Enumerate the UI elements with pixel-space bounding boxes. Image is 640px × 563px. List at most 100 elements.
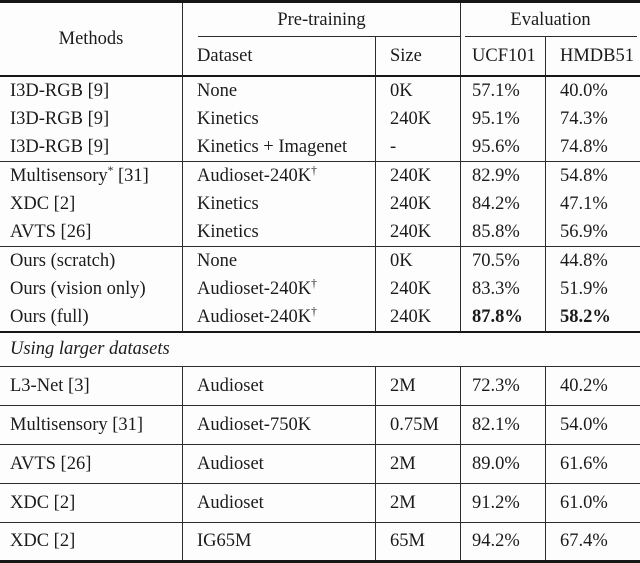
dataset-label: Kinetics + Imagenet	[197, 136, 348, 157]
hmdb51-cell: 47.1%	[545, 190, 640, 218]
size-cell: 240K	[375, 275, 460, 303]
method-cell: XDC [2]	[0, 523, 182, 560]
dataset-superscript: †	[311, 277, 317, 290]
method-label: Ours (scratch)	[10, 250, 116, 271]
size-cell: 240K	[375, 190, 460, 218]
table-row: XDC [2] Audioset 2M 91.2% 61.0%	[0, 484, 640, 523]
hmdb51-cell: 67.4%	[545, 523, 640, 560]
section-header-row: Using larger datasets	[0, 333, 640, 367]
method-ref: [31]	[113, 165, 149, 186]
table-row: AVTS [26] Kinetics 240K 85.8% 56.9%	[0, 218, 640, 247]
ucf101-cell: 95.1%	[460, 105, 545, 133]
method-label: Multisensory [31]	[10, 414, 144, 435]
method-cell: AVTS [26]	[0, 218, 182, 247]
method-label: Ours (full)	[10, 306, 89, 327]
dataset-cell: Kinetics + Imagenet	[182, 133, 375, 162]
method-label: XDC [2]	[10, 492, 76, 513]
size-cell: 240K	[375, 105, 460, 133]
dataset-label: Kinetics	[197, 108, 259, 129]
method-label: XDC [2]	[10, 531, 76, 551]
table-row: I3D-RGB [9] Kinetics 240K 95.1% 74.3%	[0, 105, 640, 133]
method-label: Ours (vision only)	[10, 278, 146, 299]
dataset-label: Kinetics	[197, 193, 259, 214]
hmdb51-cell: 74.3%	[545, 105, 640, 133]
hmdb51-cell: 44.8%	[545, 247, 640, 275]
table-row: L3-Net [3] Audioset 2M 72.3% 40.2%	[0, 367, 640, 406]
method-cell: XDC [2]	[0, 484, 182, 523]
dataset-label: IG65M	[197, 531, 252, 551]
method-cell: AVTS [26]	[0, 445, 182, 484]
group-header-evaluation: Evaluation	[460, 3, 640, 37]
dataset-label: None	[197, 80, 238, 101]
col-header-methods: Methods	[0, 3, 182, 77]
size-cell: 0K	[375, 247, 460, 275]
method-cell: Ours (scratch)	[0, 247, 182, 275]
method-label: L3-Net [3]	[10, 375, 90, 396]
dataset-cell: Kinetics	[182, 190, 375, 218]
hmdb51-cell: 51.9%	[545, 275, 640, 303]
size-cell: 65M	[375, 523, 460, 560]
hmdb51-cell: 54.8%	[545, 162, 640, 190]
table-row: I3D-RGB [9] None 0K 57.1% 40.0%	[0, 77, 640, 105]
dataset-cell: Audioset	[182, 484, 375, 523]
dataset-superscript: †	[311, 305, 317, 318]
table-row: Multisensory [31] Audioset-750K 0.75M 82…	[0, 406, 640, 445]
col-header-ucf101: UCF101	[460, 37, 545, 77]
dataset-cell: Audioset-240K†	[182, 275, 375, 303]
size-cell: 240K	[375, 218, 460, 247]
hmdb51-cell-best: 58.2%	[545, 303, 640, 333]
dataset-superscript: †	[311, 164, 317, 177]
ucf101-cell: 91.2%	[460, 484, 545, 523]
table-row: Ours (vision only) Audioset-240K† 240K 8…	[0, 275, 640, 303]
size-cell: 2M	[375, 445, 460, 484]
method-label: AVTS [26]	[10, 221, 92, 242]
method-label: XDC [2]	[10, 193, 76, 214]
ucf101-cell: 83.3%	[460, 275, 545, 303]
size-cell: 0.75M	[375, 406, 460, 445]
dataset-label: Audioset-240K	[197, 278, 312, 299]
hmdb51-cell: 40.0%	[545, 77, 640, 105]
size-cell: 2M	[375, 367, 460, 406]
ucf101-cell: 84.2%	[460, 190, 545, 218]
hmdb51-cell: 56.9%	[545, 218, 640, 247]
ucf101-cell: 94.2%	[460, 523, 545, 560]
table-row: AVTS [26] Audioset 2M 89.0% 61.6%	[0, 445, 640, 484]
dataset-cell: IG65M	[182, 523, 375, 560]
dataset-cell: Audioset-240K†	[182, 162, 375, 190]
hmdb51-cell: 40.2%	[545, 367, 640, 406]
section-header-label: Using larger datasets	[0, 333, 640, 367]
dataset-label: Audioset	[197, 492, 264, 513]
size-cell: 2M	[375, 484, 460, 523]
dataset-label: Audioset	[197, 453, 264, 474]
table-row: Ours (scratch) None 0K 70.5% 44.8%	[0, 247, 640, 275]
dataset-cell: Audioset-240K†	[182, 303, 375, 333]
ucf101-cell: 82.9%	[460, 162, 545, 190]
table-row: Ours (full) Audioset-240K† 240K 87.8% 58…	[0, 303, 640, 333]
ucf101-cell-best: 87.8%	[460, 303, 545, 333]
hmdb51-cell: 74.8%	[545, 133, 640, 162]
dataset-cell: Audioset	[182, 445, 375, 484]
size-cell: -	[375, 133, 460, 162]
dataset-label: Kinetics	[197, 221, 259, 242]
dataset-cell: None	[182, 247, 375, 275]
table-row: XDC [2] Kinetics 240K 84.2% 47.1%	[0, 190, 640, 218]
ucf101-cell: 95.6%	[460, 133, 545, 162]
dataset-cell: Kinetics	[182, 105, 375, 133]
header-row-columns: Dataset Size UCF101 HMDB51	[0, 37, 640, 77]
ucf101-cell: 89.0%	[460, 445, 545, 484]
ucf101-cell: 70.5%	[460, 247, 545, 275]
method-label: AVTS [26]	[10, 453, 92, 474]
method-cell: L3-Net [3]	[0, 367, 182, 406]
table-row: Multisensory* [31] Audioset-240K† 240K 8…	[0, 162, 640, 190]
dataset-cell: Audioset	[182, 367, 375, 406]
dataset-label: Audioset-240K	[197, 306, 312, 327]
method-cell: XDC [2]	[0, 190, 182, 218]
col-header-dataset: Dataset	[182, 37, 375, 77]
method-label: Multisensory	[10, 165, 108, 186]
method-cell: Ours (vision only)	[0, 275, 182, 303]
method-cell: Multisensory* [31]	[0, 162, 182, 190]
size-cell: 0K	[375, 77, 460, 105]
hmdb51-cell: 54.0%	[545, 406, 640, 445]
method-cell: I3D-RGB [9]	[0, 105, 182, 133]
